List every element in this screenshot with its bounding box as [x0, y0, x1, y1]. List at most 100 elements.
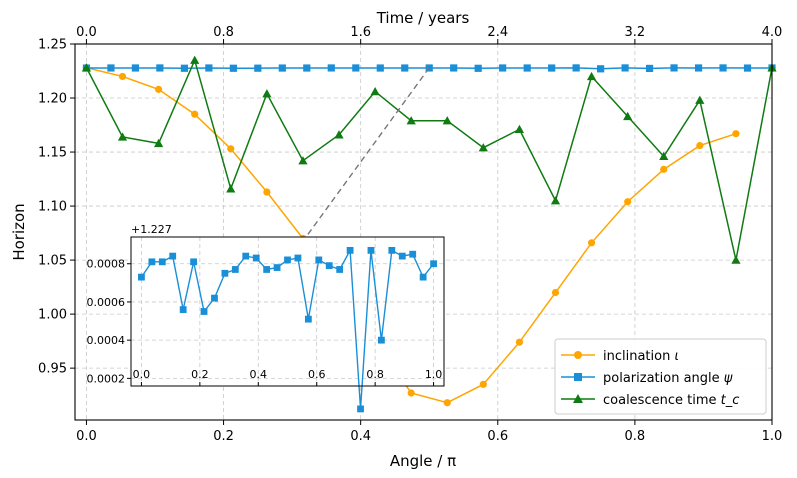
inset-point [430, 260, 437, 268]
inset-point [263, 266, 271, 273]
inset-x-tick-label: 0.8 [366, 368, 384, 381]
point-coalescence-time [586, 71, 597, 81]
legend-name-polarization: polarization angle [603, 371, 720, 386]
y-tick-label: 1.00 [38, 308, 67, 323]
point-coalescence-time [550, 196, 561, 205]
inset-point [357, 405, 364, 413]
inset-point [179, 306, 187, 313]
point-polarization-angle [156, 64, 164, 72]
inset-frame [130, 236, 445, 387]
point-coalescence-time [298, 156, 308, 165]
point-coalescence-time [478, 143, 488, 152]
point-polarization-angle [597, 65, 605, 73]
inset-point [158, 258, 166, 266]
inset-point [190, 258, 198, 266]
inset-x-tick-label: 1.0 [425, 368, 443, 381]
inset-x-tick-label: 0.4 [250, 368, 268, 381]
legend-symbol-coalescence: t_c [721, 393, 740, 408]
inset-y-tick-label: 0.0004 [87, 334, 126, 347]
point-polarization-angle [303, 64, 311, 72]
point-polarization-angle [548, 64, 556, 72]
point-coalescence-time [659, 151, 669, 161]
point-coalescence-time [81, 63, 92, 72]
point-coalescence-time [334, 130, 344, 139]
series-line-coalescence-time [85, 57, 773, 261]
inset-point [273, 264, 281, 271]
point-inclination [263, 188, 271, 196]
x-tick-label: 0.8 [625, 429, 646, 444]
inset-point [231, 266, 239, 273]
x-tick-label: 0.6 [487, 429, 508, 444]
legend-marker-polarization [574, 373, 582, 381]
point-polarization-angle [523, 64, 531, 72]
point-polarization-angle [645, 64, 654, 73]
inset-series-group [138, 246, 437, 413]
top-axis-label: Time / years [376, 9, 470, 27]
top-x-tick-label: 3.2 [625, 25, 646, 40]
point-coalescence-time [190, 55, 200, 64]
point-inclination [624, 198, 632, 206]
inset-x-tick-label: 0.0 [133, 368, 151, 381]
legend-item-inclination: inclination ι [561, 349, 679, 364]
y-axis-label: Horizon [10, 203, 28, 260]
point-polarization-angle [694, 64, 703, 72]
point-coalescence-time [370, 86, 380, 96]
top-x-tick-label: 2.4 [487, 25, 508, 40]
point-polarization-angle [743, 64, 752, 72]
point-inclination [732, 130, 740, 138]
inset-point [388, 246, 396, 254]
inset-y-tick-label: 0.0002 [87, 372, 126, 385]
point-coalescence-time [514, 124, 525, 134]
point-inclination [515, 338, 524, 346]
inset-y-tick-label: 0.0008 [87, 258, 126, 271]
point-inclination [551, 288, 560, 297]
inset-point [419, 273, 427, 281]
legend-symbol-polarization: ψ [724, 371, 733, 386]
point-polarization-angle [352, 64, 360, 72]
legend-label-polarization: polarization angle ψ [603, 371, 733, 386]
inset-point [409, 250, 417, 258]
inset-point [304, 315, 312, 323]
inset-point [252, 254, 260, 262]
y-tick-label: 1.10 [38, 200, 67, 215]
legend-label-inclination: inclination ι [603, 349, 679, 364]
point-polarization-angle [205, 64, 213, 72]
top-x-tick-label: 1.6 [350, 25, 371, 40]
inset-point [284, 256, 291, 264]
point-coalescence-time [623, 111, 633, 121]
x-tick-label: 1.0 [762, 429, 783, 444]
point-polarization-angle [621, 64, 629, 72]
inset-point [346, 246, 354, 254]
inset-point [148, 258, 156, 266]
y-tick-label: 1.05 [38, 254, 67, 269]
y-tick-label: 1.20 [38, 92, 67, 107]
point-coalescence-time [154, 138, 164, 148]
inset-point [377, 336, 385, 344]
point-polarization-angle [107, 64, 115, 72]
point-inclination [227, 145, 235, 153]
point-polarization-angle [278, 64, 286, 72]
inset-point [398, 252, 406, 260]
inset-point [169, 252, 177, 260]
inset-point [200, 308, 208, 315]
point-polarization-angle [376, 64, 384, 72]
x-axis-bottom: 0.0 0.2 0.4 0.6 0.8 1.0 [76, 420, 782, 444]
point-polarization-angle [499, 64, 507, 72]
point-coalescence-time [406, 116, 416, 125]
inset-point [221, 269, 229, 277]
point-coalescence-time [262, 89, 272, 98]
point-polarization-angle [401, 64, 409, 72]
point-coalescence-time [117, 132, 128, 141]
inset-point [242, 252, 250, 260]
point-inclination [155, 85, 163, 93]
inset-connector-line [305, 67, 430, 238]
inset-point [315, 256, 323, 264]
point-polarization-angle [180, 64, 189, 72]
legend: inclination ι polarization angle ψ coale… [554, 338, 767, 415]
x-axis-label: Angle / π [390, 452, 456, 470]
point-polarization-angle [572, 64, 580, 72]
point-coalescence-time [226, 184, 236, 193]
x-axis-top: 0.0 0.8 1.6 2.4 3.2 4.0 [76, 25, 782, 44]
point-polarization-angle [670, 64, 678, 72]
